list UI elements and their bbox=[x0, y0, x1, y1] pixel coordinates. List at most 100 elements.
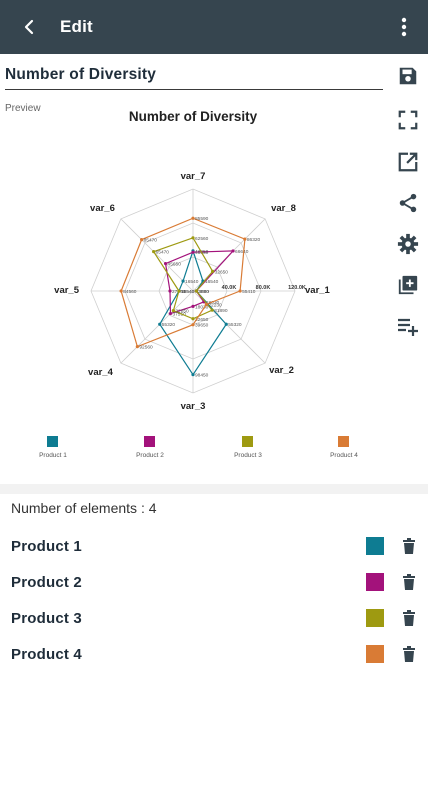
data-point bbox=[181, 279, 185, 283]
data-label: 84560 bbox=[123, 289, 137, 295]
list-item[interactable]: Product 2 bbox=[0, 564, 428, 600]
ring-label: 80.0K bbox=[256, 285, 271, 291]
legend-swatch bbox=[47, 436, 58, 447]
color-swatch[interactable] bbox=[366, 609, 384, 627]
page-title: Edit bbox=[60, 17, 93, 36]
axis-label: var_7 bbox=[181, 171, 206, 182]
axis-label: var_5 bbox=[54, 285, 80, 296]
element-name: Product 1 bbox=[11, 537, 82, 555]
axis-label: var_2 bbox=[269, 365, 294, 376]
delete-button[interactable] bbox=[399, 535, 419, 557]
element-name: Product 2 bbox=[11, 573, 82, 591]
duplicate-button[interactable] bbox=[388, 265, 428, 305]
data-label: 39650 bbox=[195, 323, 209, 329]
data-point bbox=[194, 289, 198, 293]
back-button[interactable] bbox=[0, 0, 60, 54]
data-point bbox=[191, 304, 195, 308]
data-point bbox=[211, 269, 215, 273]
data-label: 32650 bbox=[175, 309, 189, 315]
data-point bbox=[119, 289, 123, 293]
app-bar: Edit bbox=[0, 0, 428, 54]
save-icon bbox=[399, 67, 417, 85]
legend-label: Product 3 bbox=[234, 452, 262, 459]
legend-swatch bbox=[144, 436, 155, 447]
legend-label: Product 4 bbox=[330, 452, 358, 459]
add-copy-icon bbox=[398, 275, 418, 295]
fullscreen-button[interactable] bbox=[388, 100, 428, 140]
data-point bbox=[224, 322, 228, 326]
save-button[interactable] bbox=[388, 56, 428, 96]
axis-label: var_3 bbox=[181, 401, 206, 412]
chart-title-field[interactable]: Number of Diversity bbox=[5, 62, 383, 90]
data-point bbox=[177, 289, 181, 293]
data-label: 98450 bbox=[195, 373, 209, 379]
data-label: 3880 bbox=[198, 289, 209, 295]
axis-label: var_6 bbox=[90, 203, 115, 214]
data-point bbox=[191, 323, 195, 327]
grid-spoke bbox=[120, 290, 194, 364]
settings-button[interactable] bbox=[388, 224, 428, 264]
data-label: 16540 bbox=[185, 279, 199, 285]
open-external-button[interactable] bbox=[388, 142, 428, 182]
data-label: 85470 bbox=[144, 238, 158, 244]
data-label: 37510 bbox=[172, 312, 186, 318]
list-item[interactable]: Product 1 bbox=[0, 528, 428, 564]
elements-count: Number of elements : 4 bbox=[11, 500, 157, 516]
list-item[interactable]: Product 4 bbox=[0, 636, 428, 672]
data-label: 3880 bbox=[198, 289, 209, 295]
data-point bbox=[171, 309, 175, 313]
more-menu-button[interactable] bbox=[386, 9, 422, 45]
data-point bbox=[243, 237, 247, 241]
chart-title: Number of Diversity bbox=[129, 109, 258, 124]
data-point bbox=[231, 249, 235, 253]
preview-label: Preview bbox=[5, 103, 41, 114]
legend-swatch bbox=[242, 436, 253, 447]
add-element-button[interactable] bbox=[388, 306, 428, 346]
element-name: Product 4 bbox=[11, 645, 82, 663]
data-label: 32650 bbox=[215, 269, 229, 275]
data-label: 16540 bbox=[181, 289, 195, 295]
legend-swatch bbox=[338, 436, 349, 447]
data-point bbox=[140, 238, 144, 242]
data-point bbox=[191, 250, 195, 254]
data-point bbox=[191, 216, 195, 220]
axis-label: var_4 bbox=[88, 367, 114, 378]
data-label: 16540 bbox=[205, 279, 219, 285]
chart-title-value: Number of Diversity bbox=[5, 66, 157, 83]
ring-label: 40.0K bbox=[222, 285, 237, 291]
more-vertical-icon bbox=[401, 17, 407, 37]
share-button[interactable] bbox=[388, 183, 428, 223]
radar-chart: Number of Diversity 40.0K 80.0K 120.0K var_1… bbox=[0, 100, 388, 480]
data-point bbox=[191, 317, 195, 321]
data-point bbox=[152, 250, 156, 254]
data-point bbox=[163, 261, 168, 266]
data-label: 62560 bbox=[195, 236, 209, 242]
color-swatch[interactable] bbox=[366, 537, 384, 555]
open-external-icon bbox=[398, 152, 418, 172]
ring-label: 120.0K bbox=[288, 285, 306, 291]
playlist-add-icon bbox=[398, 318, 418, 336]
color-swatch[interactable] bbox=[366, 573, 384, 591]
element-name: Product 3 bbox=[11, 609, 82, 627]
data-label: 31890 bbox=[214, 308, 228, 314]
data-label: 55320 bbox=[228, 322, 242, 328]
list-item[interactable]: Product 3 bbox=[0, 600, 428, 636]
fullscreen-icon bbox=[398, 110, 418, 130]
color-swatch[interactable] bbox=[366, 645, 384, 663]
delete-button[interactable] bbox=[399, 643, 419, 665]
grid-spoke bbox=[120, 218, 194, 292]
radar-chart-svg: Number of Diversity 40.0K 80.0K 120.0K var_1… bbox=[39, 109, 358, 459]
trash-icon bbox=[403, 574, 415, 590]
data-point bbox=[210, 308, 214, 312]
data-point bbox=[168, 289, 172, 293]
share-icon bbox=[399, 193, 417, 213]
data-label: 85590 bbox=[195, 216, 209, 222]
grid-spoke bbox=[192, 290, 266, 364]
data-label: 65470 bbox=[156, 250, 170, 256]
delete-button[interactable] bbox=[399, 571, 419, 593]
delete-button[interactable] bbox=[399, 607, 419, 629]
legend-label: Product 2 bbox=[136, 452, 164, 459]
data-point bbox=[135, 345, 139, 349]
section-divider bbox=[0, 484, 428, 494]
